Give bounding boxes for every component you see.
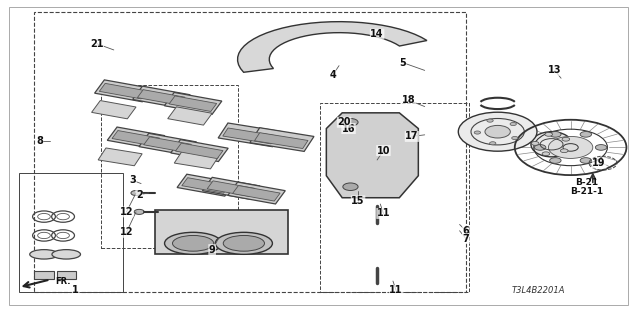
Polygon shape: [207, 181, 255, 196]
Ellipse shape: [215, 232, 273, 254]
Circle shape: [545, 132, 552, 136]
Polygon shape: [182, 178, 229, 193]
Circle shape: [550, 132, 561, 137]
Circle shape: [343, 118, 358, 126]
Bar: [19, 172, 124, 292]
Text: T3L4B2201A: T3L4B2201A: [512, 286, 566, 295]
Bar: [57, 271, 76, 278]
Circle shape: [474, 131, 481, 134]
Bar: [35, 271, 54, 278]
Circle shape: [595, 145, 607, 150]
Text: 8: 8: [36, 136, 43, 146]
Polygon shape: [218, 123, 282, 147]
Polygon shape: [99, 84, 147, 99]
Circle shape: [534, 145, 546, 150]
Text: 11: 11: [389, 285, 403, 295]
Polygon shape: [98, 148, 142, 166]
Polygon shape: [237, 22, 427, 72]
Polygon shape: [164, 92, 222, 114]
Text: 18: 18: [402, 95, 415, 105]
Polygon shape: [250, 128, 314, 151]
Text: 11: 11: [377, 208, 390, 219]
Ellipse shape: [173, 236, 214, 251]
Circle shape: [485, 125, 510, 138]
Text: B-21-1: B-21-1: [570, 187, 603, 196]
Ellipse shape: [52, 250, 81, 259]
Circle shape: [580, 158, 591, 163]
Polygon shape: [326, 113, 419, 198]
Text: 21: 21: [90, 39, 104, 49]
Text: 4: 4: [330, 70, 336, 80]
Text: 10: 10: [377, 146, 390, 156]
Circle shape: [550, 158, 561, 163]
Text: 5: 5: [399, 58, 406, 68]
Polygon shape: [174, 151, 218, 169]
Circle shape: [490, 142, 496, 145]
Circle shape: [531, 141, 539, 145]
Circle shape: [580, 132, 591, 137]
Polygon shape: [175, 143, 223, 159]
Polygon shape: [228, 182, 285, 204]
Polygon shape: [112, 131, 159, 146]
Circle shape: [548, 136, 593, 158]
Text: B-21: B-21: [575, 178, 598, 187]
Polygon shape: [155, 210, 288, 254]
Text: 16: 16: [342, 124, 355, 133]
Polygon shape: [232, 186, 280, 201]
Text: 7: 7: [463, 234, 469, 244]
Bar: [320, 103, 469, 292]
Text: 6: 6: [463, 226, 469, 236]
Bar: [101, 84, 237, 248]
Text: 12: 12: [120, 207, 133, 217]
Polygon shape: [177, 174, 234, 196]
Circle shape: [134, 209, 144, 214]
Polygon shape: [144, 137, 191, 152]
Polygon shape: [255, 133, 308, 148]
Ellipse shape: [223, 236, 264, 251]
Text: 17: 17: [405, 132, 419, 141]
Polygon shape: [202, 177, 260, 199]
Polygon shape: [132, 86, 190, 108]
Circle shape: [510, 123, 516, 125]
Ellipse shape: [164, 232, 221, 254]
Circle shape: [542, 152, 550, 156]
Polygon shape: [169, 96, 217, 111]
Polygon shape: [138, 90, 185, 105]
Circle shape: [562, 137, 570, 141]
Text: 19: 19: [593, 158, 606, 168]
Ellipse shape: [531, 132, 572, 157]
Circle shape: [131, 190, 141, 196]
Circle shape: [458, 112, 537, 151]
Text: 1: 1: [72, 285, 79, 295]
Text: 13: 13: [548, 65, 561, 76]
Text: 2: 2: [136, 189, 143, 200]
Text: 9: 9: [209, 244, 216, 255]
Circle shape: [512, 136, 518, 140]
Text: FR.: FR.: [55, 276, 70, 285]
Ellipse shape: [29, 250, 58, 259]
Circle shape: [487, 119, 493, 122]
Polygon shape: [108, 127, 164, 149]
Polygon shape: [168, 107, 212, 125]
Text: 14: 14: [371, 29, 384, 39]
Circle shape: [561, 149, 568, 153]
Text: 15: 15: [351, 196, 365, 206]
Polygon shape: [171, 140, 228, 162]
Text: 20: 20: [337, 117, 351, 127]
Polygon shape: [223, 128, 276, 144]
Text: 12: 12: [120, 227, 133, 237]
Polygon shape: [92, 100, 136, 119]
Polygon shape: [95, 80, 152, 102]
Text: 3: 3: [129, 175, 136, 185]
Polygon shape: [139, 133, 196, 155]
Circle shape: [343, 183, 358, 190]
